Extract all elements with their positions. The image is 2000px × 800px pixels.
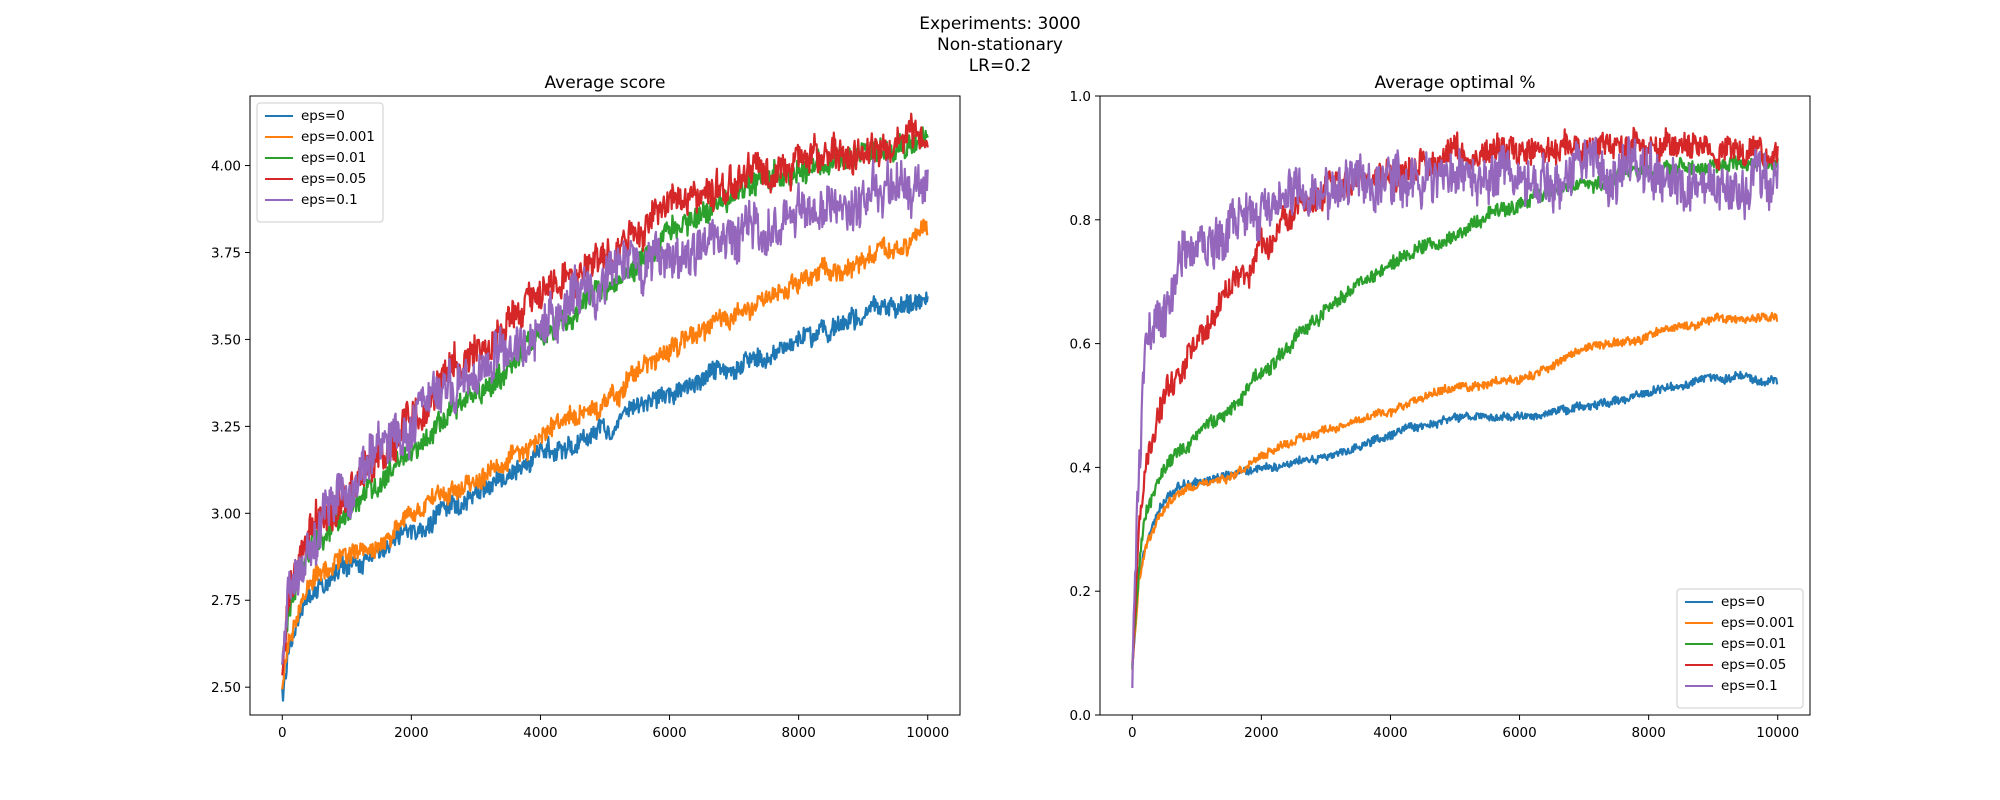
y-tick-label: 0.2 — [1070, 584, 1091, 600]
legend-label: eps=0 — [1721, 594, 1765, 610]
y-tick-label: 2.75 — [211, 593, 241, 609]
chart-title: Average optimal % — [1374, 73, 1535, 93]
axes-frame — [249, 95, 961, 716]
series-group — [1131, 126, 1779, 689]
x-tick-label: 0 — [278, 725, 287, 741]
suptitle-line-2: Non-stationary — [937, 35, 1063, 55]
chart-title: Average score — [545, 73, 666, 93]
x-tick-label: 4000 — [523, 725, 557, 741]
y-tick-label: 3.75 — [211, 245, 241, 261]
y-tick-label: 2.50 — [211, 680, 241, 696]
x-tick-label: 10000 — [906, 725, 949, 741]
series-group — [281, 112, 929, 702]
x-tick-label: 6000 — [652, 725, 686, 741]
chart-average-score: Average score 0 2000 4000 6000 8000 10000 2.50 2… — [211, 73, 961, 741]
x-tick-label: 4000 — [1373, 725, 1407, 741]
y-tick-label: 0.6 — [1070, 337, 1091, 353]
x-tick-label: 10000 — [1756, 725, 1799, 741]
legend: eps=0 eps=0.001 eps=0.01 eps=0.05 eps=0.1 — [1676, 588, 1804, 709]
axes-frame — [1099, 95, 1811, 716]
legend-label: eps=0.1 — [301, 192, 358, 208]
legend-label: eps=0.05 — [1721, 657, 1786, 673]
x-tick-label: 8000 — [781, 725, 815, 741]
y-tick-label: 0.0 — [1070, 708, 1091, 724]
legend-label: eps=0.05 — [301, 171, 366, 187]
x-tick-label: 2000 — [1244, 725, 1278, 741]
chart-average-optimal: Average optimal % 0 2000 4000 6000 8000 10000 0… — [1070, 73, 1811, 741]
y-tick-label: 1.0 — [1070, 89, 1091, 105]
series-line-eps-0-001 — [281, 218, 929, 690]
x-tick-label: 0 — [1128, 725, 1137, 741]
legend-label: eps=0 — [301, 108, 345, 124]
legend-box — [256, 102, 384, 223]
suptitle-line-3: LR=0.2 — [969, 56, 1032, 76]
series-line-eps-0-05 — [1131, 126, 1779, 663]
legend-label: eps=0.001 — [301, 129, 375, 145]
legend: eps=0 eps=0.001 eps=0.01 eps=0.05 eps=0.1 — [256, 102, 384, 223]
legend-label: eps=0.01 — [1721, 636, 1786, 652]
y-tick-label: 3.25 — [211, 419, 241, 435]
x-tick-label: 2000 — [394, 725, 428, 741]
y-tick-label: 0.8 — [1070, 213, 1091, 229]
series-line-eps-0-01 — [1131, 153, 1779, 669]
y-tick-label: 3.50 — [211, 332, 241, 348]
legend-label: eps=0.1 — [1721, 678, 1778, 694]
y-tick-label: 3.00 — [211, 506, 241, 522]
y-tick-label: 4.00 — [211, 159, 241, 175]
suptitle-line-1: Experiments: 3000 — [919, 14, 1080, 34]
legend-label: eps=0.01 — [301, 150, 366, 166]
x-tick-label: 8000 — [1631, 725, 1665, 741]
y-tick-label: 0.4 — [1070, 460, 1091, 476]
suptitle: Experiments: 3000 Non-stationary LR=0.2 — [919, 14, 1080, 76]
series-line-eps-0-1 — [1131, 136, 1779, 689]
series-line-eps-0-1 — [281, 159, 929, 665]
legend-box — [1676, 588, 1804, 709]
x-tick-label: 6000 — [1502, 725, 1536, 741]
series-line-eps-0-001 — [1131, 311, 1779, 670]
legend-label: eps=0.001 — [1721, 615, 1795, 631]
